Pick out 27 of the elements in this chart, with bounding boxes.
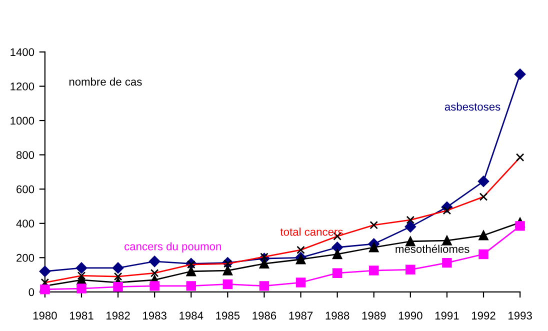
y-tick-label: 0 xyxy=(28,288,34,296)
x-tick-label: 1990 xyxy=(398,312,422,320)
series-label: mésothéliomes xyxy=(396,244,470,253)
x-tick-label: 1986 xyxy=(252,312,276,320)
x-tick-label: 1991 xyxy=(435,312,459,320)
x-tick-label: 1992 xyxy=(472,312,496,320)
y-tick-label: 1400 xyxy=(10,48,34,56)
x-tick-label: 1987 xyxy=(289,312,313,320)
x-tick-label: 1980 xyxy=(33,312,57,320)
y-tick-label: 600 xyxy=(16,185,34,194)
x-tick-label: 1989 xyxy=(362,312,386,320)
y-tick-label: 1200 xyxy=(10,82,34,90)
annotation: nombre de cas xyxy=(69,78,142,86)
series-label: total cancers xyxy=(280,228,343,236)
y-tick-label: 400 xyxy=(16,220,34,228)
y-tick-label: 1000 xyxy=(10,116,34,125)
x-tick-label: 1985 xyxy=(216,312,240,320)
x-tick-label: 1983 xyxy=(143,312,166,320)
x-tick-label: 1981 xyxy=(70,312,94,320)
x-tick-label: 1984 xyxy=(180,312,204,320)
y-tick-label: 800 xyxy=(16,151,34,159)
x-tick-label: 1982 xyxy=(106,312,130,320)
x-tick-label: 1993 xyxy=(508,312,532,320)
text: cancers du poumon xyxy=(124,242,221,253)
y-tick-label: 200 xyxy=(16,254,34,262)
x-tick-label: 1988 xyxy=(326,312,350,320)
series-label: asbestoses xyxy=(444,102,500,111)
